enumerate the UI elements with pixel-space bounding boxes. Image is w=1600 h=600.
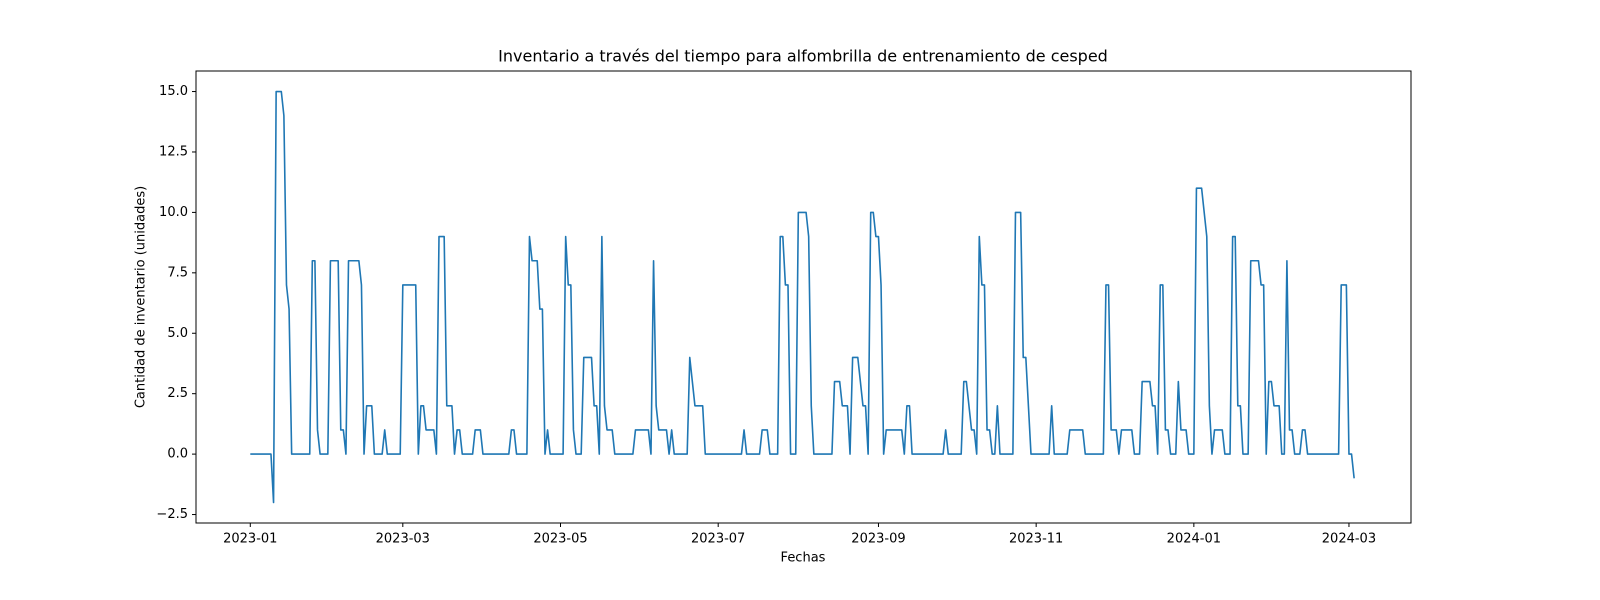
- x-tick-label: 2023-11: [1009, 532, 1063, 547]
- chart-title: Inventario a través del tiempo para alfo…: [498, 47, 1108, 66]
- y-axis-label: Cantidad de inventario (unidades): [134, 186, 149, 408]
- x-tick-label: 2024-03: [1322, 532, 1376, 547]
- y-tick-label: 7.5: [167, 265, 188, 280]
- x-tick-label: 2023-01: [223, 532, 277, 547]
- y-tick-label: 10.0: [159, 205, 188, 220]
- x-tick-label: 2023-03: [376, 532, 430, 547]
- y-tick-label: 0.0: [167, 447, 188, 462]
- x-tick-label: 2024-01: [1167, 532, 1221, 547]
- y-tick-label: 5.0: [167, 326, 188, 341]
- plot-frame: [195, 70, 1412, 524]
- y-tick-label: 15.0: [159, 84, 188, 99]
- x-tick-label: 2023-09: [851, 532, 905, 547]
- y-tick-label: −2.5: [156, 507, 188, 522]
- x-tick-label: 2023-07: [691, 532, 745, 547]
- y-tick-label: 2.5: [167, 386, 188, 401]
- y-tick-label: 12.5: [159, 144, 188, 159]
- x-tick-label: 2023-05: [533, 532, 587, 547]
- x-axis-label: Fechas: [781, 551, 826, 566]
- line-series: [250, 90, 1355, 504]
